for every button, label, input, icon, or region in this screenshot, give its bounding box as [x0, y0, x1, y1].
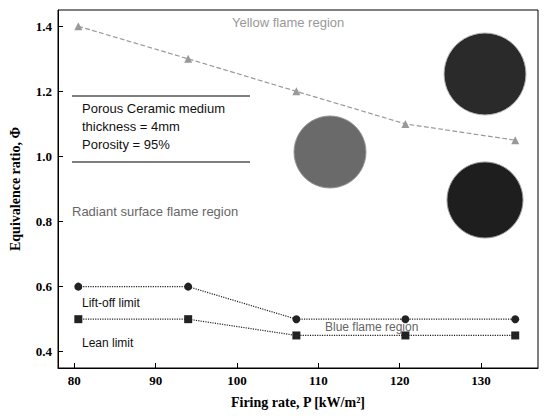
svg-text:Blue flame region: Blue flame region [325, 320, 418, 334]
svg-text:120: 120 [390, 373, 410, 388]
svg-text:90: 90 [149, 373, 162, 388]
svg-text:Yellow flame region: Yellow flame region [232, 15, 344, 30]
svg-text:Lean limit: Lean limit [82, 336, 134, 350]
svg-text:0.6: 0.6 [36, 279, 53, 294]
svg-text:Radiant surface flame region: Radiant surface flame region [72, 204, 238, 219]
svg-text:0.8: 0.8 [36, 214, 53, 229]
svg-text:1.2: 1.2 [36, 84, 52, 99]
svg-text:110: 110 [309, 373, 328, 388]
svg-text:0.4: 0.4 [36, 344, 53, 359]
svg-text:80: 80 [68, 373, 81, 388]
svg-text:1.4: 1.4 [36, 19, 53, 34]
svg-text:1.0: 1.0 [36, 149, 52, 164]
svg-text:Porosity = 95%: Porosity = 95% [82, 137, 170, 152]
svg-text:Equivalence ratio, Φ: Equivalence ratio, Φ [8, 127, 23, 251]
svg-text:130: 130 [471, 373, 491, 388]
svg-text:thickness = 4mm: thickness = 4mm [82, 119, 180, 134]
svg-text:Porous Ceramic medium: Porous Ceramic medium [82, 101, 225, 116]
svg-text:Firing rate, P [kW/m²]: Firing rate, P [kW/m²] [231, 395, 365, 410]
svg-text:100: 100 [227, 373, 247, 388]
svg-text:Lift-off limit: Lift-off limit [82, 296, 140, 310]
